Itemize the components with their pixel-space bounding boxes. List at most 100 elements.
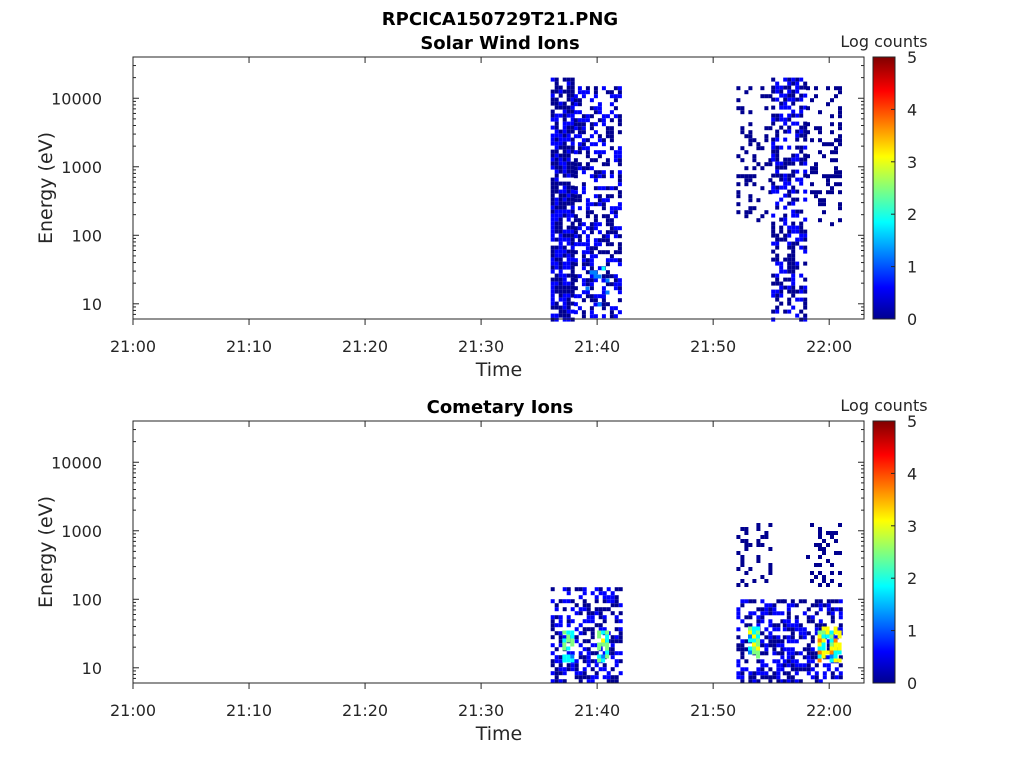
count-cell xyxy=(786,659,791,664)
count-cell xyxy=(775,165,780,170)
count-cell xyxy=(609,186,614,191)
count-cell xyxy=(822,142,826,147)
count-cell xyxy=(795,261,800,266)
count-cell xyxy=(779,113,784,118)
count-cell xyxy=(562,121,567,126)
count-cell xyxy=(768,679,773,684)
count-cell xyxy=(597,186,602,191)
count-cell xyxy=(570,261,575,266)
count-cell xyxy=(776,679,781,684)
count-cell xyxy=(574,611,579,616)
count-cell xyxy=(787,225,792,230)
count-cell xyxy=(570,281,575,286)
count-cell xyxy=(614,675,619,680)
count-cell xyxy=(550,619,555,624)
count-cell xyxy=(570,619,575,624)
count-cell xyxy=(589,270,594,275)
count-cell xyxy=(617,114,622,119)
count-cell xyxy=(558,197,563,202)
count-cell xyxy=(802,627,807,632)
count-cell xyxy=(802,655,807,660)
count-cell xyxy=(573,274,578,279)
count-cell xyxy=(760,607,765,612)
count-cell xyxy=(786,663,791,668)
count-cell xyxy=(562,169,567,174)
count-cell xyxy=(554,317,559,322)
count-cell xyxy=(558,93,563,98)
count-cell xyxy=(736,611,741,616)
count-cell xyxy=(562,635,567,640)
count-cell xyxy=(585,114,590,119)
count-cell xyxy=(830,142,834,147)
count-cell xyxy=(558,309,563,314)
count-cell xyxy=(744,547,749,551)
count-cell xyxy=(771,113,776,118)
count-cell xyxy=(573,242,578,247)
count-cell xyxy=(558,639,563,644)
count-cell xyxy=(558,261,563,266)
count-cell xyxy=(562,133,567,138)
count-cell xyxy=(581,186,586,191)
count-cell xyxy=(550,623,555,628)
count-cell xyxy=(779,269,784,274)
count-cell xyxy=(795,197,800,202)
count-cell xyxy=(772,651,777,656)
count-cell xyxy=(798,631,803,636)
count-cell xyxy=(617,118,622,123)
count-cell xyxy=(609,126,614,131)
count-cell xyxy=(589,226,594,231)
count-cell xyxy=(593,314,598,319)
count-cell xyxy=(775,153,780,158)
count-cell xyxy=(550,97,555,102)
count-cell xyxy=(818,603,823,608)
count-cell xyxy=(779,225,784,230)
count-cell xyxy=(783,181,788,186)
count-cell xyxy=(779,125,784,130)
count-cell xyxy=(826,178,830,183)
count-cell xyxy=(830,671,835,676)
count-cell xyxy=(613,114,618,119)
count-cell xyxy=(783,177,788,182)
count-cell xyxy=(554,667,559,672)
count-cell xyxy=(562,233,567,238)
count-cell xyxy=(562,658,567,663)
count-cell xyxy=(810,639,815,644)
count-cell xyxy=(613,274,618,279)
count-cell xyxy=(830,150,834,155)
count-cell xyxy=(597,242,602,247)
count-cell xyxy=(593,302,598,307)
count-cell xyxy=(593,242,598,247)
count-cell xyxy=(838,170,842,175)
count-cell xyxy=(780,619,785,624)
count-cell xyxy=(775,161,780,166)
count-cell xyxy=(601,150,606,155)
count-cell xyxy=(791,161,796,166)
count-cell xyxy=(609,134,614,139)
count-cell xyxy=(787,265,792,270)
count-cell xyxy=(768,190,773,195)
count-cell xyxy=(740,651,745,656)
count-cell xyxy=(589,126,594,131)
count-cell xyxy=(597,658,602,663)
count-cell xyxy=(736,98,741,103)
count-cell xyxy=(550,185,555,190)
count-cell xyxy=(589,114,594,119)
count-cell xyxy=(814,194,818,199)
count-cell xyxy=(613,150,618,155)
count-cell xyxy=(802,647,807,652)
count-cell xyxy=(814,655,819,660)
count-cell xyxy=(791,225,796,230)
count-cell xyxy=(771,289,776,294)
count-cell xyxy=(771,241,776,246)
count-cell xyxy=(771,249,776,254)
count-cell xyxy=(577,86,582,91)
count-cell xyxy=(593,222,598,227)
count-cell xyxy=(562,185,567,190)
count-cell xyxy=(605,130,610,135)
count-cell xyxy=(586,603,591,608)
count-cell xyxy=(791,189,796,194)
count-cell xyxy=(822,210,826,215)
count-cell xyxy=(744,90,749,95)
count-cell xyxy=(597,118,602,123)
count-cell xyxy=(562,607,567,612)
